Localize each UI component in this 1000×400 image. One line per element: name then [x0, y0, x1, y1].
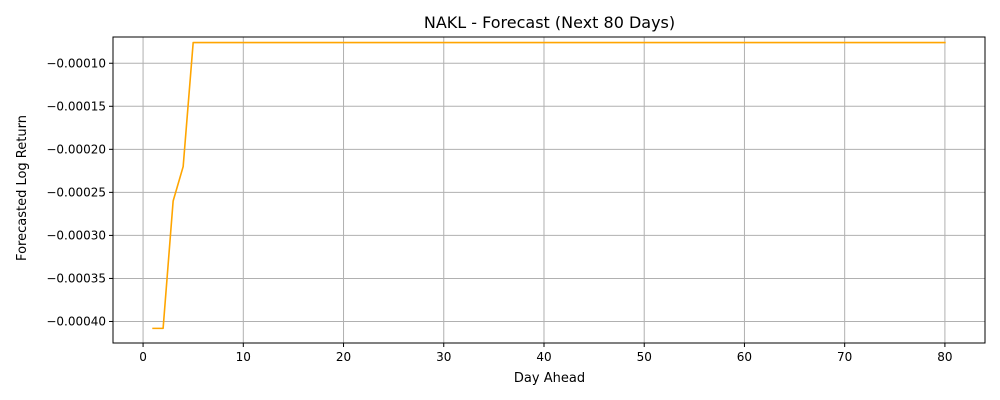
x-tick-label: 70 — [837, 350, 852, 364]
y-tick-label: −0.00035 — [46, 271, 106, 285]
forecast-line — [152, 41, 946, 330]
grid — [113, 37, 985, 343]
chart-title: NAKL - Forecast (Next 80 Days) — [424, 13, 675, 32]
y-axis-ticks: −0.00010 −0.00015 −0.00020 −0.00025 −0.00030… — [46, 56, 113, 328]
x-tick-label: 0 — [139, 350, 147, 364]
plot-frame — [112, 36, 986, 344]
x-tick-label: 10 — [236, 350, 251, 364]
x-tick-label: 50 — [637, 350, 652, 364]
x-tick-label: 20 — [336, 350, 351, 364]
y-axis-label: Forecasted Log Return — [15, 115, 30, 261]
y-tick-label: −0.00020 — [46, 142, 106, 156]
y-tick-label: −0.00030 — [46, 228, 106, 242]
y-tick-label: −0.00010 — [46, 56, 106, 70]
y-tick-label: −0.00040 — [46, 314, 106, 328]
x-axis-ticks: 0 10 20 30 40 50 60 70 80 — [139, 343, 953, 364]
x-axis-label: Day Ahead — [514, 371, 585, 386]
y-tick-label: −0.00015 — [46, 99, 106, 113]
x-tick-label: 60 — [737, 350, 752, 364]
x-tick-label: 40 — [536, 350, 551, 364]
x-tick-label: 80 — [937, 350, 952, 364]
x-tick-label: 30 — [436, 350, 451, 364]
y-tick-label: −0.00025 — [46, 185, 106, 199]
series-layer — [152, 41, 946, 330]
